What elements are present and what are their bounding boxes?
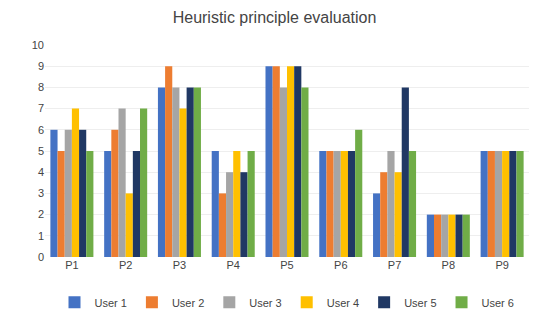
svg-text:P3: P3 (173, 259, 186, 271)
svg-text:4: 4 (38, 166, 44, 178)
svg-text:8: 8 (38, 81, 44, 93)
svg-text:3: 3 (38, 187, 44, 199)
svg-text:P6: P6 (334, 259, 347, 271)
svg-text:P1: P1 (65, 259, 78, 271)
svg-text:5: 5 (38, 145, 44, 157)
svg-text:P5: P5 (280, 259, 293, 271)
svg-text:0: 0 (38, 251, 44, 263)
svg-text:User 1: User 1 (95, 297, 127, 309)
svg-text:P2: P2 (119, 259, 132, 271)
svg-text:1: 1 (38, 230, 44, 242)
svg-text:7: 7 (38, 102, 44, 114)
svg-text:2: 2 (38, 208, 44, 220)
svg-text:Heuristic principle evaluation: Heuristic principle evaluation (173, 9, 377, 26)
svg-text:P9: P9 (495, 259, 508, 271)
svg-text:User 5: User 5 (404, 297, 436, 309)
svg-text:P8: P8 (442, 259, 455, 271)
svg-text:P7: P7 (388, 259, 401, 271)
svg-text:User 4: User 4 (327, 297, 359, 309)
svg-text:6: 6 (38, 124, 44, 136)
svg-text:P4: P4 (226, 259, 239, 271)
svg-text:User 6: User 6 (482, 297, 514, 309)
svg-text:User 2: User 2 (172, 297, 204, 309)
svg-text:User 3: User 3 (249, 297, 281, 309)
svg-text:10: 10 (32, 39, 44, 51)
svg-text:9: 9 (38, 60, 44, 72)
